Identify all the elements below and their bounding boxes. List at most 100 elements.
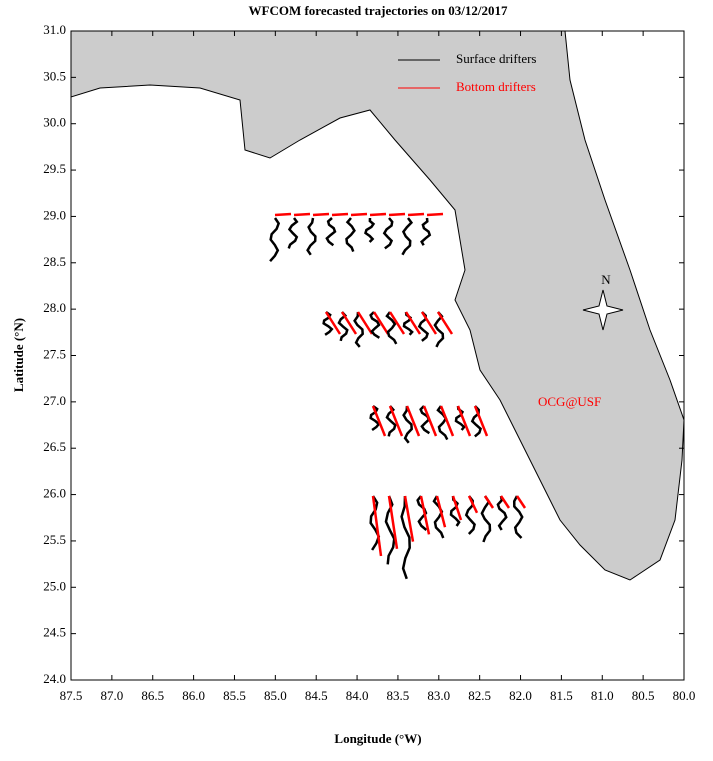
- y-tick-label: 28.0: [43, 300, 66, 315]
- surface-trajectory: [512, 495, 524, 539]
- surface-trajectory: [385, 311, 398, 345]
- bottom-trajectory: [340, 311, 358, 335]
- compass: N: [582, 272, 624, 331]
- bottom-trajectory: [369, 212, 387, 217]
- bottom-trajectory: [388, 405, 404, 437]
- bottom-trajectory: [419, 495, 431, 535]
- surface-trajectory: [432, 495, 445, 539]
- bottom-trajectory: [356, 311, 374, 335]
- surface-trajectory: [436, 405, 449, 441]
- surface-trajectory: [402, 405, 413, 444]
- bottom-trajectory: [515, 495, 527, 509]
- x-tick-label: 86.0: [182, 688, 205, 703]
- x-tick-label: 84.5: [305, 688, 328, 703]
- bottom-trajectory: [331, 212, 349, 217]
- surface-trajectory: [345, 217, 356, 253]
- legend-label: Bottom drifters: [456, 79, 536, 94]
- bottom-trajectory: [483, 495, 495, 509]
- y-tick-label: 29.5: [43, 161, 66, 176]
- x-tick-label: 81.5: [550, 688, 573, 703]
- surface-trajectory: [416, 495, 428, 531]
- bottom-trajectory: [439, 405, 455, 437]
- bottom-trajectory: [407, 212, 425, 217]
- bottom-trajectory: [293, 212, 311, 217]
- surface-trajectory: [496, 495, 508, 531]
- y-tick-label: 31.0: [43, 22, 66, 37]
- surface-trajectory: [369, 404, 381, 432]
- y-tick-label: 30.5: [43, 68, 66, 83]
- x-tick-label: 87.5: [60, 688, 83, 703]
- x-tick-label: 80.5: [632, 688, 655, 703]
- x-tick-label: 84.0: [346, 688, 369, 703]
- compass-rose: [582, 289, 624, 331]
- x-tick-label: 83.0: [427, 688, 450, 703]
- x-tick-label: 80.0: [673, 688, 696, 703]
- bottom-trajectory: [451, 495, 463, 521]
- surface-trajectory: [400, 495, 411, 580]
- bottom-trajectory: [435, 495, 447, 528]
- x-tick-label: 82.5: [468, 688, 491, 703]
- surface-trajectory: [306, 217, 317, 256]
- surface-trajectory: [269, 217, 281, 263]
- y-tick-label: 25.0: [43, 578, 66, 593]
- y-tick-label: 24.0: [43, 671, 66, 686]
- surface-trajectory: [287, 217, 299, 249]
- surface-trajectory: [325, 217, 337, 247]
- bottom-trajectory: [312, 212, 330, 217]
- surface-trajectory: [470, 405, 483, 438]
- surface-trajectory: [369, 495, 381, 551]
- bottom-trajectory: [436, 311, 454, 335]
- bottom-trajectory: [372, 311, 390, 335]
- chart-title: WFCOM forecasted trajectories on 03/12/2…: [249, 3, 508, 18]
- bottom-trajectory: [426, 212, 444, 217]
- compass-label: N: [601, 272, 611, 287]
- x-tick-label: 83.5: [387, 688, 410, 703]
- bottom-trajectory: [274, 212, 292, 217]
- bottom-trajectory: [456, 405, 472, 437]
- x-tick-label: 82.0: [509, 688, 532, 703]
- y-tick-label: 26.0: [43, 486, 66, 501]
- surface-trajectory: [480, 495, 492, 543]
- y-tick-label: 24.5: [43, 625, 66, 640]
- bottom-trajectory: [405, 405, 421, 437]
- bottom-trajectory: [467, 495, 479, 514]
- x-tick-label: 85.5: [223, 688, 246, 703]
- bottom-trajectory: [371, 405, 387, 437]
- y-tick-label: 28.5: [43, 254, 66, 269]
- x-tick-label: 85.0: [264, 688, 287, 703]
- x-axis-label: Longitude (°W): [334, 731, 421, 746]
- surface-trajectory: [420, 217, 432, 246]
- bottom-trajectory: [403, 495, 415, 542]
- y-tick-label: 26.5: [43, 439, 66, 454]
- bottom-trajectory: [388, 311, 406, 335]
- y-tick-label: 27.5: [43, 346, 66, 361]
- surface-trajectory: [382, 217, 394, 250]
- trajectories: [269, 212, 527, 580]
- bottom-trajectory: [387, 495, 399, 549]
- bottom-trajectory: [422, 405, 438, 437]
- surface-trajectory: [369, 311, 381, 339]
- x-tick-label: 81.0: [591, 688, 614, 703]
- bottom-trajectory: [404, 311, 422, 335]
- x-tick-label: 87.0: [100, 688, 123, 703]
- surface-trajectory: [353, 311, 364, 348]
- bottom-trajectory: [499, 495, 511, 509]
- y-tick-label: 29.0: [43, 207, 66, 222]
- y-tick-label: 30.0: [43, 115, 66, 130]
- bottom-trajectory: [350, 212, 368, 217]
- bottom-trajectory: [371, 495, 383, 557]
- legend-label: Surface drifters: [456, 51, 537, 66]
- annotation: OCG@USF: [538, 394, 601, 409]
- bottom-trajectory: [473, 405, 489, 437]
- y-tick-label: 25.5: [43, 532, 66, 547]
- surface-trajectory: [401, 217, 414, 256]
- surface-trajectory: [364, 217, 376, 243]
- bottom-trajectory: [324, 311, 342, 335]
- florida-land: [70, 30, 685, 581]
- x-tick-label: 86.5: [141, 688, 164, 703]
- bottom-trajectory: [420, 311, 438, 335]
- bottom-trajectory: [388, 212, 406, 217]
- y-axis-label: Latitude (°N): [11, 318, 26, 392]
- y-tick-label: 27.0: [43, 393, 66, 408]
